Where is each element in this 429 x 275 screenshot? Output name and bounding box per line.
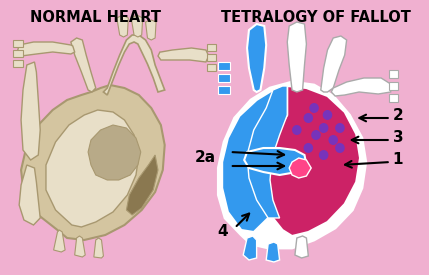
Polygon shape [17, 42, 75, 56]
Polygon shape [247, 86, 287, 218]
Polygon shape [287, 22, 306, 92]
Text: NORMAL HEART: NORMAL HEART [30, 10, 161, 25]
Circle shape [329, 135, 338, 145]
Polygon shape [263, 86, 360, 236]
Bar [389, 70, 399, 78]
Bar [207, 64, 216, 71]
Circle shape [311, 130, 321, 140]
Polygon shape [321, 36, 347, 92]
Text: 3: 3 [393, 131, 403, 145]
Polygon shape [158, 48, 209, 62]
Polygon shape [21, 62, 40, 160]
Polygon shape [145, 20, 156, 40]
Polygon shape [289, 158, 311, 178]
Polygon shape [244, 148, 306, 175]
Bar [218, 86, 230, 94]
Text: TETRALOGY OF FALLOT: TETRALOGY OF FALLOT [221, 10, 411, 25]
Polygon shape [127, 155, 158, 215]
Bar [207, 54, 216, 61]
Polygon shape [247, 24, 266, 92]
Bar [13, 50, 23, 57]
Bar [207, 44, 216, 51]
Circle shape [319, 123, 329, 133]
Polygon shape [131, 15, 143, 37]
Polygon shape [218, 82, 366, 248]
Polygon shape [103, 35, 165, 95]
Text: 4: 4 [217, 224, 228, 240]
Circle shape [292, 125, 302, 135]
Circle shape [323, 110, 332, 120]
Polygon shape [75, 236, 85, 257]
Polygon shape [243, 236, 257, 260]
Polygon shape [54, 230, 65, 252]
Polygon shape [222, 86, 287, 232]
Circle shape [335, 143, 345, 153]
Text: 2a: 2a [194, 150, 215, 166]
Polygon shape [21, 85, 165, 240]
Circle shape [319, 150, 329, 160]
Circle shape [304, 113, 313, 123]
Bar [389, 82, 399, 90]
Circle shape [335, 123, 345, 133]
Polygon shape [117, 15, 128, 37]
Bar [389, 94, 399, 102]
Polygon shape [295, 236, 308, 258]
Bar [13, 40, 23, 47]
Polygon shape [46, 110, 139, 227]
Polygon shape [88, 125, 141, 180]
Polygon shape [71, 38, 96, 92]
Bar [13, 60, 23, 67]
Bar [218, 62, 230, 70]
Polygon shape [94, 238, 103, 258]
Polygon shape [331, 78, 391, 96]
Circle shape [309, 103, 319, 113]
Text: 1: 1 [393, 153, 403, 167]
Circle shape [304, 143, 313, 153]
Text: 2: 2 [393, 108, 403, 122]
Polygon shape [19, 165, 40, 225]
Polygon shape [266, 242, 280, 262]
Bar [218, 74, 230, 82]
